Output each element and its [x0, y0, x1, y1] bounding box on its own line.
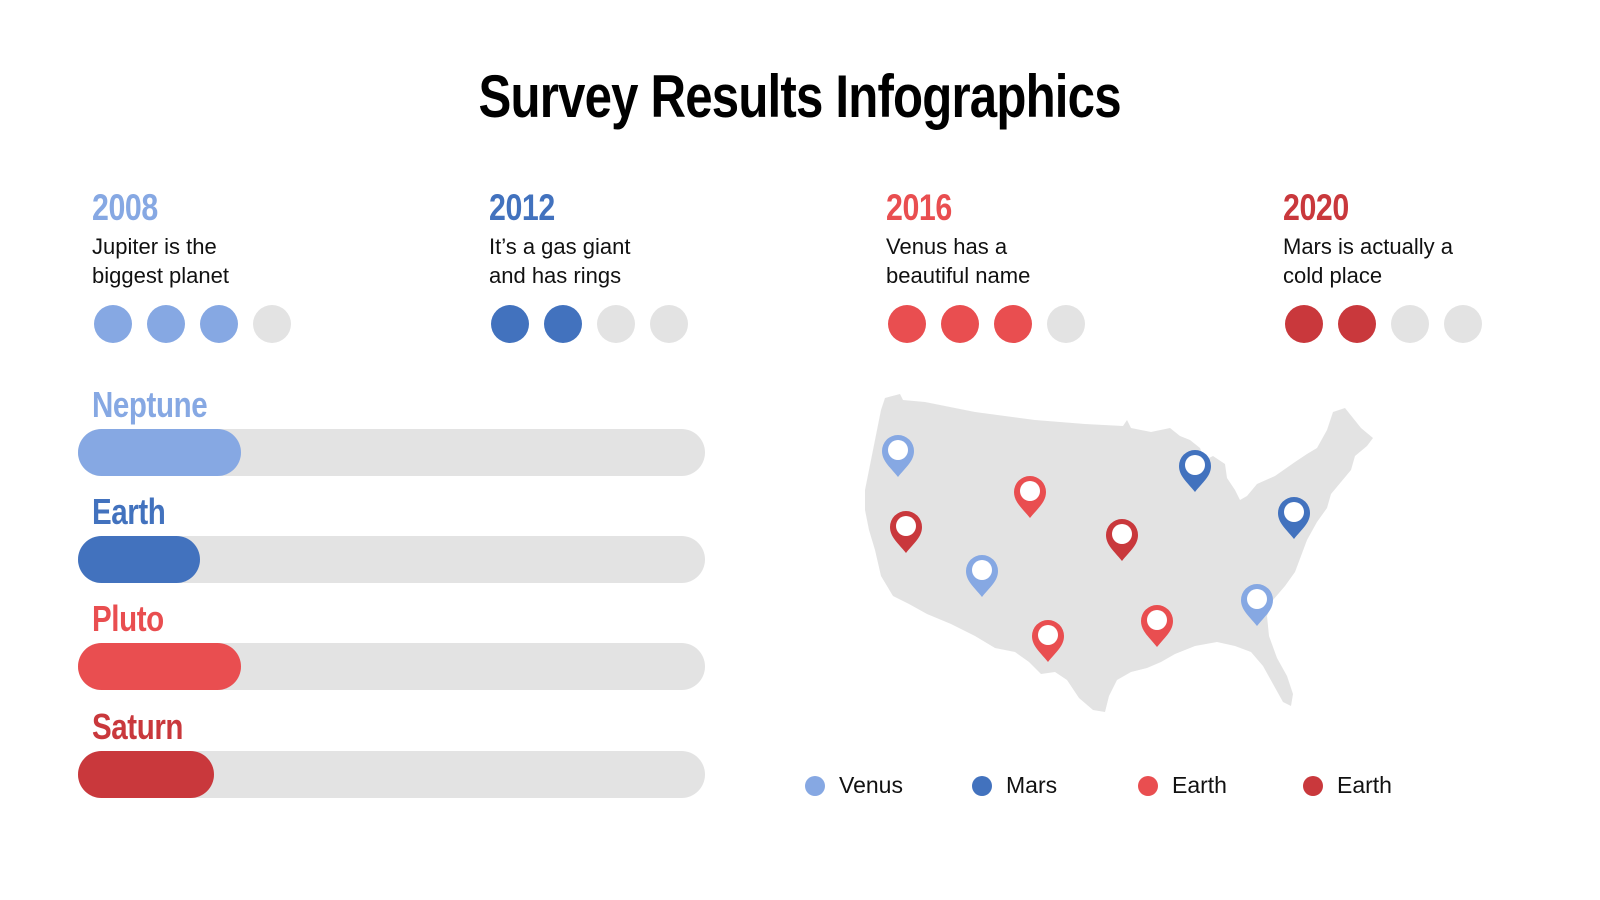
rating-dot-filled — [941, 305, 979, 343]
map-pin-venus[interactable] — [881, 434, 915, 478]
map-pin-mars[interactable] — [1277, 496, 1311, 540]
map-pin-earth[interactable] — [1031, 619, 1065, 663]
year-block-2012: 2012 It’s a gas giant and has rings — [489, 188, 789, 343]
bar-label: Earth — [92, 491, 166, 532]
year-label: 2020 — [1283, 187, 1349, 228]
map-pin-earth-dark[interactable] — [889, 510, 923, 554]
us-map — [855, 390, 1385, 730]
rating-dot-empty — [1444, 305, 1482, 343]
legend-item-earth: Earth — [1138, 772, 1303, 799]
year-label: 2008 — [92, 187, 158, 228]
bar-label: Neptune — [92, 384, 208, 425]
rating-dot-filled — [1338, 305, 1376, 343]
rating-dot-filled — [200, 305, 238, 343]
year-label: 2016 — [886, 187, 952, 228]
map-pin-icon — [966, 555, 998, 597]
map-pin-earth[interactable] — [1013, 475, 1047, 519]
year-description-line2: biggest planet — [92, 263, 229, 288]
legend-item-earth-dark: Earth — [1303, 772, 1392, 799]
legend-label: Earth — [1172, 772, 1227, 798]
year-description: Mars is actually a cold place — [1283, 232, 1583, 290]
rating-dot-empty — [1391, 305, 1429, 343]
legend-dot-icon — [1303, 775, 1323, 796]
bar-pluto: Pluto — [78, 599, 705, 690]
year-description: It’s a gas giant and has rings — [489, 232, 789, 290]
legend-dot-icon — [1138, 775, 1158, 796]
map-pin-icon — [1241, 584, 1273, 626]
map-pin-icon — [1278, 497, 1310, 539]
year-description: Venus has a beautiful name — [886, 232, 1186, 290]
year-description-line1: It’s a gas giant — [489, 234, 631, 259]
year-description: Jupiter is the biggest planet — [92, 232, 392, 290]
year-label: 2012 — [489, 187, 555, 228]
legend-label: Earth — [1337, 772, 1392, 798]
year-block-2016: 2016 Venus has a beautiful name — [886, 188, 1186, 343]
map-legend: Venus Mars Earth Earth — [805, 772, 1392, 799]
rating-dot-empty — [650, 305, 688, 343]
legend-label: Mars — [1006, 772, 1058, 798]
map-pin-venus[interactable] — [965, 554, 999, 598]
rating-dot-filled — [888, 305, 926, 343]
page-title-text: Survey Results Infographics — [478, 63, 1122, 130]
legend-label: Venus — [839, 772, 903, 798]
rating-dot-empty — [597, 305, 635, 343]
legend-dot-icon — [972, 775, 992, 796]
map-pin-icon — [890, 511, 922, 553]
bar-label: Pluto — [92, 598, 164, 639]
rating-dot-filled — [94, 305, 132, 343]
bar-earth: Earth — [78, 492, 705, 583]
rating-dots — [1285, 305, 1583, 343]
bar-label: Saturn — [92, 706, 184, 747]
map-pin-mars[interactable] — [1178, 449, 1212, 493]
bar-neptune: Neptune — [78, 385, 705, 476]
progress-fill — [78, 429, 242, 476]
year-description-line2: cold place — [1283, 263, 1383, 288]
year-block-2008: 2008 Jupiter is the biggest planet — [92, 188, 392, 343]
year-block-2020: 2020 Mars is actually a cold place — [1283, 188, 1583, 343]
map-pin-venus[interactable] — [1240, 583, 1274, 627]
map-pin-earth-dark[interactable] — [1105, 518, 1139, 562]
rating-dots — [491, 305, 789, 343]
map-pin-earth[interactable] — [1140, 604, 1174, 648]
map-pin-icon — [1014, 476, 1046, 518]
rating-dot-filled — [1285, 305, 1323, 343]
progress-fill — [78, 643, 242, 690]
progress-fill — [78, 536, 201, 583]
page-title: Survey Results Infographics — [0, 62, 1600, 131]
map-pin-icon — [1032, 620, 1064, 662]
rating-dot-empty — [253, 305, 291, 343]
year-description-line1: Mars is actually a — [1283, 234, 1453, 259]
progress-track — [78, 751, 705, 798]
rating-dot-filled — [994, 305, 1032, 343]
rating-dot-filled — [147, 305, 185, 343]
rating-dot-empty — [1047, 305, 1085, 343]
year-description-line2: and has rings — [489, 263, 622, 288]
year-description-line1: Jupiter is the — [92, 234, 217, 259]
year-description-line1: Venus has a — [886, 234, 1008, 259]
legend-item-mars: Mars — [972, 772, 1138, 799]
year-description-line2: beautiful name — [886, 263, 1031, 288]
map-pin-icon — [882, 435, 914, 477]
progress-track — [78, 429, 705, 476]
map-pin-icon — [1141, 605, 1173, 647]
map-pin-icon — [1106, 519, 1138, 561]
progress-track — [78, 643, 705, 690]
rating-dots — [94, 305, 392, 343]
progress-track — [78, 536, 705, 583]
bar-saturn: Saturn — [78, 707, 705, 798]
legend-item-venus: Venus — [805, 772, 972, 799]
rating-dot-filled — [491, 305, 529, 343]
legend-dot-icon — [805, 775, 825, 796]
map-pin-icon — [1179, 450, 1211, 492]
rating-dot-filled — [544, 305, 582, 343]
rating-dots — [888, 305, 1186, 343]
progress-fill — [78, 751, 215, 798]
